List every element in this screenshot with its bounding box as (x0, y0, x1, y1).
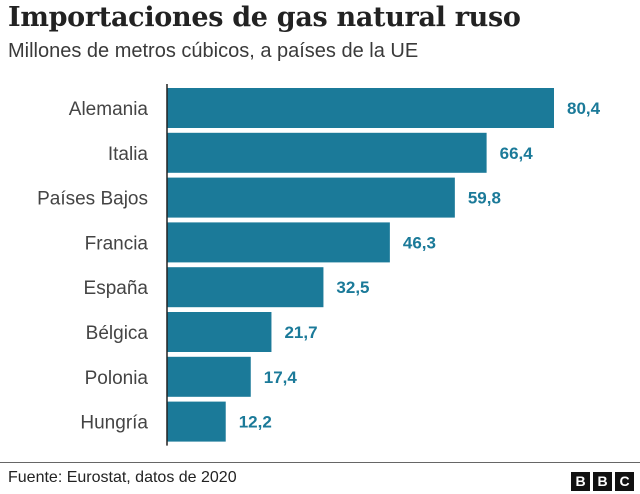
category-label: Bélgica (86, 323, 149, 344)
value-label: 21,7 (284, 323, 317, 342)
value-label: 80,4 (567, 99, 601, 118)
category-label: España (84, 278, 149, 299)
value-label: 12,2 (239, 413, 272, 432)
category-label: Italia (108, 144, 149, 165)
bar-0 (167, 88, 554, 128)
category-label: Hungría (80, 413, 148, 434)
bar-1 (167, 132, 487, 173)
value-label: 32,5 (336, 278, 369, 297)
bar-3 (167, 222, 390, 263)
category-label: Alemania (69, 99, 149, 120)
bbc-logo-letter: B (571, 472, 590, 491)
category-label: Polonia (85, 368, 149, 389)
value-label: 46,3 (403, 233, 436, 252)
source-note: Fuente: Eurostat, datos de 2020 (8, 469, 237, 486)
bar-chart: Alemania 80,4 Italia 66,4 Países Bajos 59,8 Fr… (37, 84, 601, 446)
bbc-logo: B B C (571, 472, 634, 491)
value-label: 66,4 (500, 144, 534, 163)
chart-subtitle: Millones de metros cúbicos, a países de … (8, 40, 419, 62)
bbc-logo-letter: C (615, 472, 634, 491)
bar-5 (167, 312, 272, 352)
bar-2 (167, 177, 455, 218)
value-label: 59,8 (468, 189, 501, 208)
chart-title: Importaciones de gas natural ruso (8, 2, 521, 33)
value-label: 17,4 (264, 368, 298, 387)
bar-4 (167, 267, 324, 308)
bar-6 (167, 356, 251, 397)
bar-7 (167, 401, 226, 442)
bbc-logo-letter: B (593, 472, 612, 491)
footer-divider (0, 462, 640, 463)
category-label: Países Bajos (37, 189, 148, 210)
category-label: Francia (85, 233, 149, 254)
